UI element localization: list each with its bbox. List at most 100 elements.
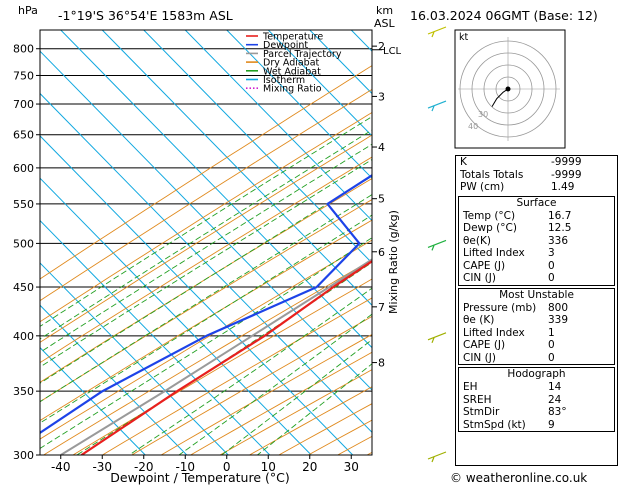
index-row: CIN (J) 0 xyxy=(459,352,614,365)
index-row: EH 14 xyxy=(459,381,614,394)
legend-entry: Dewpoint xyxy=(263,40,308,51)
index-label: Pressure (mb) xyxy=(463,301,537,314)
legend-entry: Mixing Ratio xyxy=(263,84,322,95)
altitude-tick-label: 5 xyxy=(378,193,385,206)
dry-adiabat-line xyxy=(40,178,372,383)
index-label: EH xyxy=(463,381,478,393)
hodograph-trace xyxy=(491,88,509,107)
index-row: PW (cm) 1.49 xyxy=(456,181,617,194)
isotherm-line xyxy=(226,30,372,179)
hodograph-unit: kt xyxy=(459,32,469,43)
pressure-tick-label: 800 xyxy=(13,43,34,56)
index-row: CAPE (J) 0 xyxy=(459,339,614,352)
mixing-ratio-label: 1 xyxy=(410,158,415,167)
index-value: 339 xyxy=(548,314,569,326)
mixing-ratio-line xyxy=(558,19,629,168)
isotherm-line xyxy=(40,50,372,391)
wind-barb-icon xyxy=(427,26,447,38)
index-label: θe(K) xyxy=(463,234,491,247)
index-row: Dewp (°C) 12.5 xyxy=(459,222,614,235)
isotherm-line xyxy=(40,92,372,434)
altitude-tick-label: 4 xyxy=(378,141,385,154)
wind-barb-icon xyxy=(427,239,447,251)
index-value: -9999 xyxy=(551,168,582,181)
index-label: Totals Totals xyxy=(460,168,524,181)
legend-entry: Dry Adiabat xyxy=(263,58,320,69)
index-value: 24 xyxy=(548,393,562,406)
temperature-tick-label: 30 xyxy=(344,460,359,474)
index-value: 0 xyxy=(548,259,555,272)
index-label: K xyxy=(460,156,467,168)
mixing-ratio-axis-label: Mixing Ratio (g/kg) xyxy=(387,210,400,314)
dry-adiabat-line xyxy=(40,65,372,280)
dry-adiabat-line xyxy=(101,297,372,455)
most-unstable-title: Most Unstable xyxy=(499,288,574,301)
index-label: SREH xyxy=(463,393,492,406)
location-title: -1°19'S 36°54'E 1583m ASL xyxy=(58,8,233,23)
mixing-ratio-label: 2 xyxy=(444,158,449,167)
index-label: Lifted Index xyxy=(463,247,525,259)
lcl-label: LCL xyxy=(383,46,402,57)
wind-barb-icon xyxy=(427,451,447,463)
index-label: CIN (J) xyxy=(463,272,496,284)
surface-box: Surface Temp (°C) 16.7 Dewp (°C) 12.5 θe(K) 3… xyxy=(458,195,615,286)
index-row: StmDir 83° xyxy=(459,406,614,419)
index-value: 1 xyxy=(548,326,555,339)
hodograph-table-box: Hodograph EH 14 SREH 24 StmDir 83° StmSpd (kt)… xyxy=(458,367,615,432)
index-label: CAPE (J) xyxy=(463,339,506,351)
hodograph-storm-motion-icon xyxy=(505,86,511,92)
wet-adiabat-line xyxy=(40,194,372,403)
index-value: 83° xyxy=(548,406,567,418)
isotherm-line xyxy=(143,30,372,264)
hodograph-ring-label: 30 xyxy=(478,110,488,119)
dry-adiabat-line xyxy=(130,315,372,455)
index-row: θe (K) 339 xyxy=(459,314,614,327)
index-value: -9999 xyxy=(551,156,582,168)
wet-adiabat-line xyxy=(40,158,372,368)
index-label: PW (cm) xyxy=(460,181,505,193)
altitude-tick-label: 7 xyxy=(378,301,385,314)
dry-adiabat-line xyxy=(40,199,372,403)
wind-barb-icon xyxy=(427,332,447,344)
isotherm-line xyxy=(60,30,372,349)
index-label: CAPE (J) xyxy=(463,259,506,272)
index-row: Lifted Index 3 xyxy=(459,247,614,260)
pressure-tick-label: 550 xyxy=(13,198,34,211)
isotherm-line xyxy=(40,219,271,455)
legend-entry: Isotherm xyxy=(263,75,305,86)
indices-panel: K -9999 Totals Totals -9999 PW (cm) 1.49 Surf… xyxy=(455,155,618,466)
index-value: 12.5 xyxy=(548,222,572,234)
index-value: 0 xyxy=(548,272,555,284)
mixing-ratio-line xyxy=(591,19,629,168)
temperature-tick-label: 20 xyxy=(302,460,317,474)
pressure-tick-label: 700 xyxy=(13,98,34,111)
parcel-trajectory-line xyxy=(60,258,372,455)
datetime-title: 16.03.2024 06GMT (Base: 12) xyxy=(410,8,598,23)
pressure-tick-label: 350 xyxy=(13,385,34,398)
most-unstable-box: Most Unstable Pressure (mb) 800 θe (K) 339 L… xyxy=(458,287,615,365)
index-row: SREH 24 xyxy=(459,394,614,407)
dry-adiabat-line xyxy=(40,134,372,343)
isotherm-line xyxy=(101,30,372,306)
index-value: 9 xyxy=(548,418,555,431)
altitude-tick-label: 6 xyxy=(378,246,385,259)
temperature-tick-label: -30 xyxy=(92,460,112,474)
isotherm-line xyxy=(267,30,372,137)
index-label: StmSpd (kt) xyxy=(463,418,526,431)
index-value: 0 xyxy=(548,351,555,364)
plot-frame xyxy=(39,29,373,456)
index-row: K -9999 xyxy=(456,156,617,169)
x-axis-label: Dewpoint / Temperature (°C) xyxy=(110,470,289,485)
hodograph-table-title: Hodograph xyxy=(507,368,566,380)
footer-copyright: © weatheronline.co.uk xyxy=(450,471,587,485)
legend-entry: Temperature xyxy=(262,32,323,43)
wet-adiabat-line xyxy=(128,287,372,455)
isotherm-line xyxy=(40,262,229,455)
index-value: 14 xyxy=(548,381,562,393)
altitude-tick-label: 2 xyxy=(378,40,385,53)
temperature-tick-label: -10 xyxy=(175,460,195,474)
temperature-tick-label: 0 xyxy=(223,460,231,474)
km-unit: km xyxy=(376,4,393,17)
index-label: Temp (°C) xyxy=(463,209,516,222)
